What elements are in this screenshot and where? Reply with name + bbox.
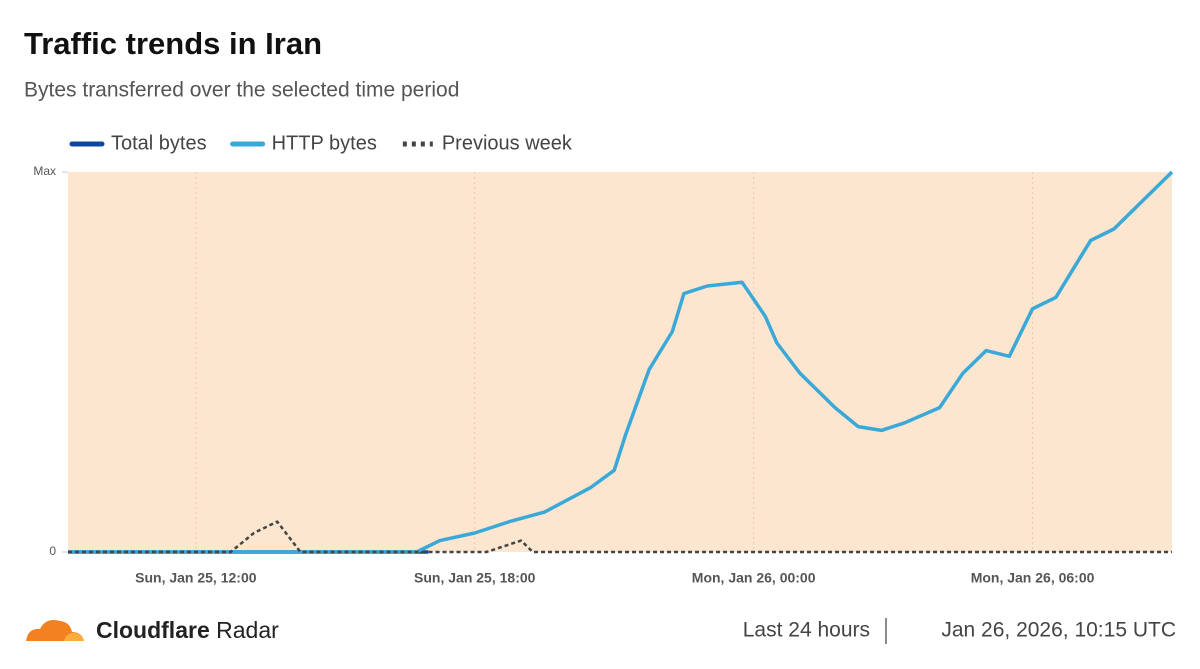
logo [26, 620, 84, 641]
plot-area [68, 172, 1172, 552]
timestamp: Jan 26, 2026, 10:15 UTC [941, 619, 1176, 642]
series-line [68, 170, 1174, 554]
time-range: Last 24 hours [743, 619, 870, 642]
chart-subtitle: Bytes transferred over the selected time… [24, 79, 459, 102]
series-line [68, 520, 1172, 554]
legend-label: HTTP bytes [272, 132, 377, 154]
x-tick-label: Sun, Jan 25, 18:00 [414, 570, 536, 586]
legend-label: Total bytes [111, 132, 207, 154]
y-tick-label: 0 [49, 544, 56, 558]
x-tick-label: Mon, Jan 26, 06:00 [971, 570, 1095, 586]
chart-title: Traffic trends in Iran [24, 26, 322, 61]
brand: Cloudflare Radar [96, 617, 279, 643]
legend-label: Previous week [442, 132, 573, 154]
y-tick-label: Max [33, 164, 56, 178]
x-tick-label: Mon, Jan 26, 00:00 [692, 570, 816, 586]
x-tick-label: Sun, Jan 25, 12:00 [135, 570, 257, 586]
